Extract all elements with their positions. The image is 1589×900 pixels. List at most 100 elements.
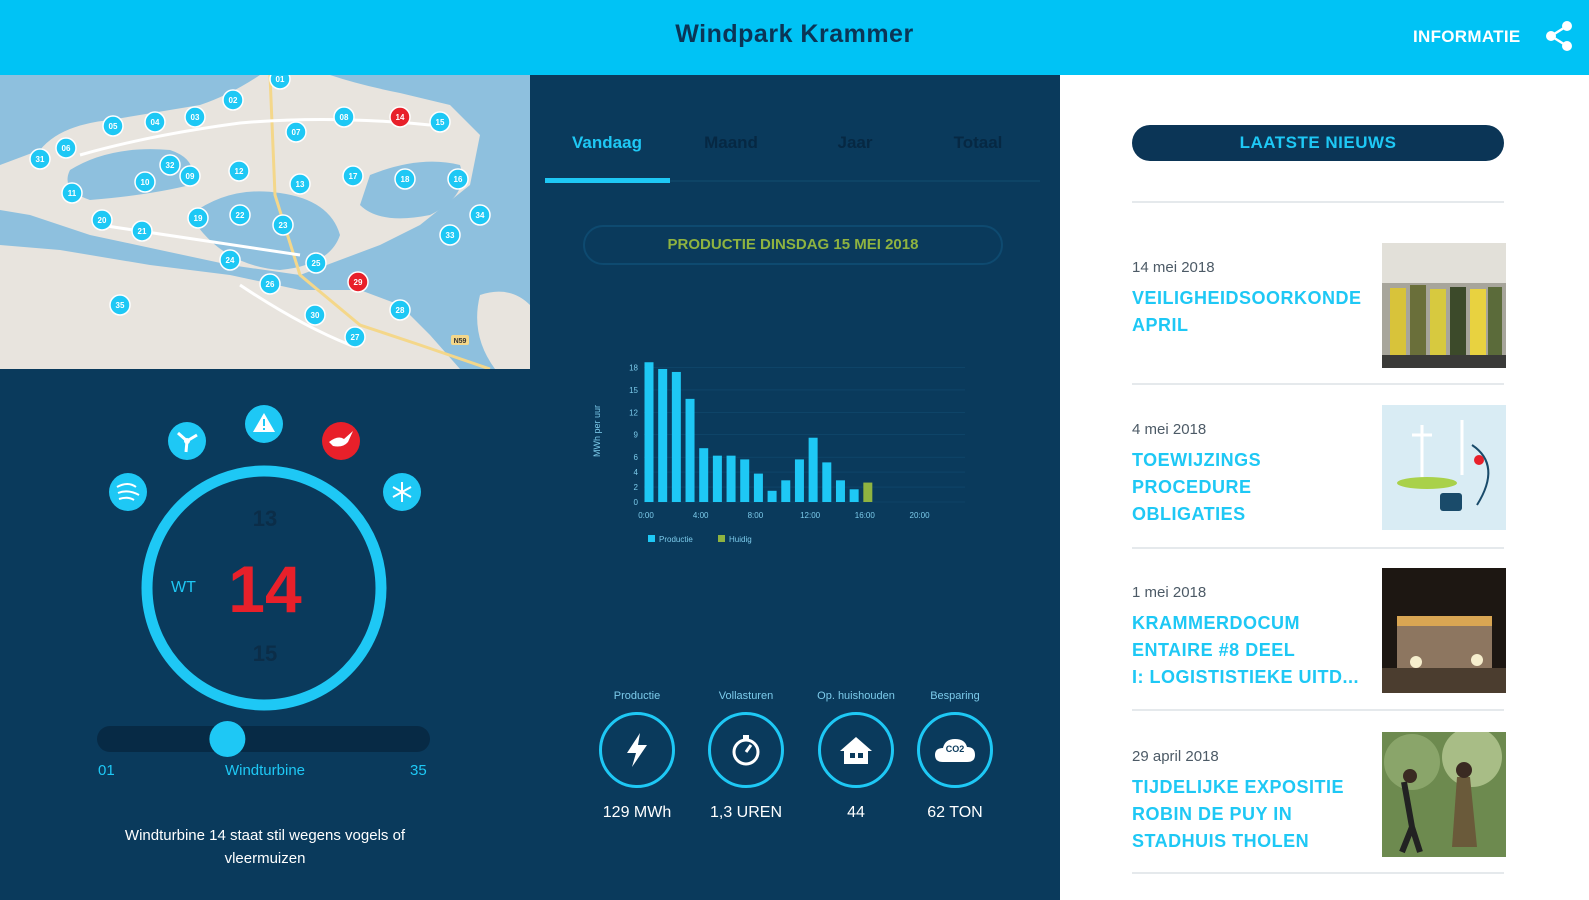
windpark-map[interactable]: 01 02 03 04 05 06 07 08 09 10 11 12 13 14 15 16 17 18 19 20… bbox=[0, 75, 530, 369]
turbine-marker[interactable]: 19 bbox=[187, 207, 209, 229]
turbine-marker-label: 24 bbox=[226, 256, 235, 265]
turbine-marker[interactable]: 29 bbox=[347, 271, 369, 293]
turbine-ring[interactable] bbox=[141, 465, 387, 711]
stat-value: 44 bbox=[847, 804, 865, 821]
turbine-marker[interactable]: 16 bbox=[447, 168, 469, 190]
x-tick-label: 20:00 bbox=[910, 511, 931, 520]
news-date: 29 april 2018 bbox=[1132, 748, 1219, 765]
turbine-marker[interactable]: 09 bbox=[179, 165, 201, 187]
bar-productie bbox=[644, 362, 654, 502]
turbine-marker-label: 10 bbox=[141, 178, 150, 187]
bar-productie bbox=[822, 462, 832, 502]
turbine-marker-label: 12 bbox=[235, 167, 244, 176]
turbine-marker[interactable]: 28 bbox=[389, 299, 411, 321]
turbine-marker-label: 17 bbox=[349, 172, 358, 181]
x-tick-label: 4:00 bbox=[693, 511, 709, 520]
turbine-marker[interactable]: 02 bbox=[222, 89, 244, 111]
turbine-marker[interactable]: 25 bbox=[305, 252, 327, 274]
y-tick-label: 2 bbox=[634, 483, 639, 492]
turbine-marker[interactable]: 21 bbox=[131, 220, 153, 242]
turbine-marker[interactable]: 23 bbox=[272, 214, 294, 236]
turbine-marker[interactable]: 33 bbox=[439, 224, 461, 246]
turbine-marker[interactable]: 07 bbox=[285, 121, 307, 143]
turbine-slider-track[interactable] bbox=[97, 726, 430, 752]
turbine-marker[interactable]: 27 bbox=[344, 326, 366, 348]
news-item[interactable]: 4 mei 2018 TOEWIJZINGS PROCEDURE OBLIGAT… bbox=[1132, 405, 1506, 530]
fan-icon[interactable] bbox=[168, 422, 206, 460]
turbine-marker[interactable]: 35 bbox=[109, 294, 131, 316]
turbine-marker[interactable]: 12 bbox=[228, 160, 250, 182]
prev-turbine-number[interactable]: 13 bbox=[252, 506, 278, 531]
turbine-marker[interactable]: 30 bbox=[304, 304, 326, 326]
turbine-marker-label: 02 bbox=[229, 96, 238, 105]
tab-jaar[interactable]: Jaar bbox=[837, 133, 873, 152]
current-turbine-number: 14 bbox=[228, 552, 302, 626]
turbine-marker[interactable]: 13 bbox=[289, 173, 311, 195]
bar-productie bbox=[781, 480, 791, 502]
tab-maand[interactable]: Maand bbox=[704, 133, 758, 152]
turbine-marker[interactable]: 06 bbox=[55, 137, 77, 159]
news-item[interactable]: 29 april 2018 TIJDELIJKE EXPOSITIE ROBIN… bbox=[1132, 732, 1506, 857]
turbine-marker-label: 32 bbox=[166, 161, 175, 170]
production-chart: 0 2 4 6 9 12 15 18 MWh per uur 0:00 4:00 8:00 12:00 1… bbox=[592, 362, 965, 544]
news-thumbnail[interactable] bbox=[1382, 732, 1506, 857]
news-thumbnail[interactable] bbox=[1382, 405, 1506, 530]
turbine-marker[interactable]: 17 bbox=[342, 165, 364, 187]
active-tab-indicator bbox=[545, 178, 670, 183]
turbine-marker-label: 30 bbox=[311, 311, 320, 320]
turbine-marker[interactable]: 04 bbox=[144, 111, 166, 133]
news-headline[interactable]: KRAMMERDOCUM ENTAIRE #8 DEEL I: LOGISTIS… bbox=[1132, 613, 1360, 687]
turbine-marker[interactable]: 34 bbox=[469, 204, 491, 226]
turbine-marker[interactable]: 03 bbox=[184, 106, 206, 128]
wind-icon[interactable] bbox=[109, 473, 147, 511]
production-panel: Vandaag Maand Jaar Totaal PRODUCTIE DINS… bbox=[530, 75, 1060, 900]
turbine-marker[interactable]: 10 bbox=[134, 171, 156, 193]
turbine-marker[interactable]: 32 bbox=[159, 154, 181, 176]
turbine-marker[interactable]: 01 bbox=[269, 75, 291, 90]
production-date-title: PRODUCTIE DINSDAG 15 MEI 2018 bbox=[583, 225, 1003, 265]
turbine-marker[interactable]: 18 bbox=[394, 168, 416, 190]
turbine-marker[interactable]: 31 bbox=[29, 148, 51, 170]
warning-icon[interactable] bbox=[245, 405, 283, 443]
bird-icon[interactable] bbox=[322, 422, 360, 460]
x-tick-label: 12:00 bbox=[800, 511, 821, 520]
turbine-marker[interactable]: 24 bbox=[219, 249, 241, 271]
news-headline[interactable]: TOEWIJZINGS PROCEDURE OBLIGATIES bbox=[1132, 450, 1262, 524]
news-item[interactable]: 14 mei 2018 VEILIGHEIDSOORKONDE APRIL bbox=[1132, 243, 1506, 368]
news-thumbnail[interactable] bbox=[1382, 243, 1506, 368]
turbine-slider-thumb[interactable] bbox=[209, 721, 246, 757]
tab-totaal[interactable]: Totaal bbox=[953, 133, 1003, 152]
y-tick-label: 6 bbox=[634, 453, 639, 462]
news-headline[interactable]: TIJDELIJKE EXPOSITIE ROBIN DE PUY IN STA… bbox=[1132, 777, 1345, 851]
bar-productie bbox=[740, 459, 750, 502]
turbine-marker[interactable]: 22 bbox=[229, 204, 251, 226]
turbine-marker-label: 11 bbox=[68, 189, 77, 198]
snowflake-icon[interactable] bbox=[383, 473, 421, 511]
news-date: 14 mei 2018 bbox=[1132, 259, 1215, 276]
tab-vandaag[interactable]: Vandaag bbox=[572, 133, 642, 152]
laatste-nieuws-button[interactable]: LAATSTE NIEUWS bbox=[1132, 125, 1504, 161]
turbine-marker-label: 08 bbox=[340, 113, 349, 122]
turbine-marker[interactable]: 26 bbox=[259, 273, 281, 295]
turbine-marker[interactable]: 11 bbox=[61, 182, 83, 204]
news-divider bbox=[1132, 383, 1504, 385]
turbine-marker[interactable]: 20 bbox=[91, 209, 113, 231]
bar-productie bbox=[671, 371, 681, 502]
turbine-marker-label: 27 bbox=[351, 333, 360, 342]
turbine-marker[interactable]: 08 bbox=[333, 106, 355, 128]
news-item[interactable]: 1 mei 2018 KRAMMERDOCUM ENTAIRE #8 DEEL … bbox=[1132, 568, 1506, 693]
news-headline[interactable]: VEILIGHEIDSOORKONDE APRIL bbox=[1132, 288, 1362, 335]
news-thumbnail[interactable] bbox=[1382, 568, 1506, 693]
tab-divider bbox=[545, 180, 1040, 182]
next-turbine-number[interactable]: 15 bbox=[252, 641, 278, 666]
turbine-markers[interactable]: 01 02 03 04 05 06 07 08 09 10 11 12 13 14 15 16 17 18 19 20… bbox=[29, 75, 491, 348]
y-tick-label: 4 bbox=[634, 468, 639, 477]
share-icon[interactable] bbox=[1544, 20, 1574, 52]
bar-productie bbox=[753, 473, 763, 502]
turbine-marker[interactable]: 14 bbox=[389, 106, 411, 128]
news-divider bbox=[1132, 201, 1504, 203]
informatie-button[interactable]: INFORMATIE bbox=[1413, 27, 1521, 46]
co2-badge: CO2 bbox=[945, 744, 965, 754]
turbine-marker[interactable]: 05 bbox=[102, 115, 124, 137]
turbine-marker[interactable]: 15 bbox=[429, 111, 451, 133]
